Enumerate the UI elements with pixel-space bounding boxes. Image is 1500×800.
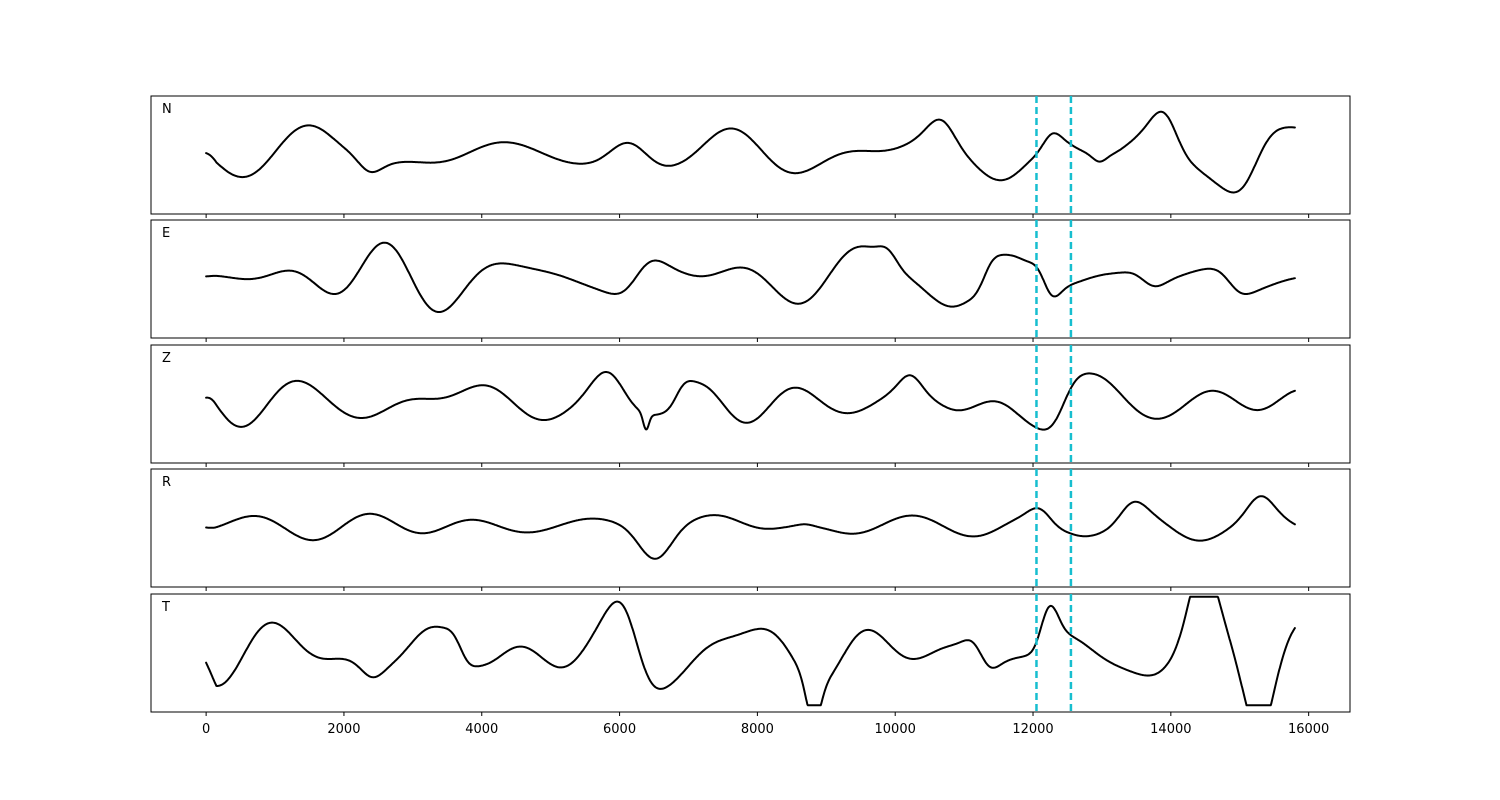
panels-group: N E Z R T xyxy=(150,95,1351,716)
panel-frame xyxy=(150,344,1351,464)
panel-label: Z xyxy=(162,351,171,366)
x-tick-label: 14000 xyxy=(1150,722,1191,737)
panel-label: N xyxy=(162,102,172,117)
x-tick-label: 16000 xyxy=(1288,722,1329,737)
panel-label: E xyxy=(162,226,170,241)
waveform-trace xyxy=(205,371,1296,431)
waveform-trace xyxy=(205,241,1296,313)
panel-e: E xyxy=(150,219,1351,342)
waveform-trace xyxy=(205,495,1296,560)
panel-frame xyxy=(150,593,1351,713)
x-tick-label: 10000 xyxy=(875,722,916,737)
waveform-trace xyxy=(205,110,1296,194)
panel-label: T xyxy=(161,600,170,615)
x-tick-label: 2000 xyxy=(327,722,360,737)
panel-frame xyxy=(150,468,1351,588)
panel-frame xyxy=(150,95,1351,215)
panel-label: R xyxy=(162,475,171,490)
waveform-trace xyxy=(205,595,1296,707)
x-axis: 0 2000 4000 6000 8000 10000 12000 14000 16000 xyxy=(202,722,1329,737)
x-tick-label: 0 xyxy=(202,722,210,737)
x-tick-label: 8000 xyxy=(741,722,774,737)
panel-z: Z xyxy=(150,344,1351,467)
x-tick-label: 12000 xyxy=(1012,722,1053,737)
x-tick-label: 4000 xyxy=(465,722,498,737)
panel-frame xyxy=(150,219,1351,339)
panel-n: N xyxy=(150,95,1351,218)
panel-t: T xyxy=(150,593,1351,716)
x-tick-label: 6000 xyxy=(603,722,636,737)
panel-r: R xyxy=(150,468,1351,591)
